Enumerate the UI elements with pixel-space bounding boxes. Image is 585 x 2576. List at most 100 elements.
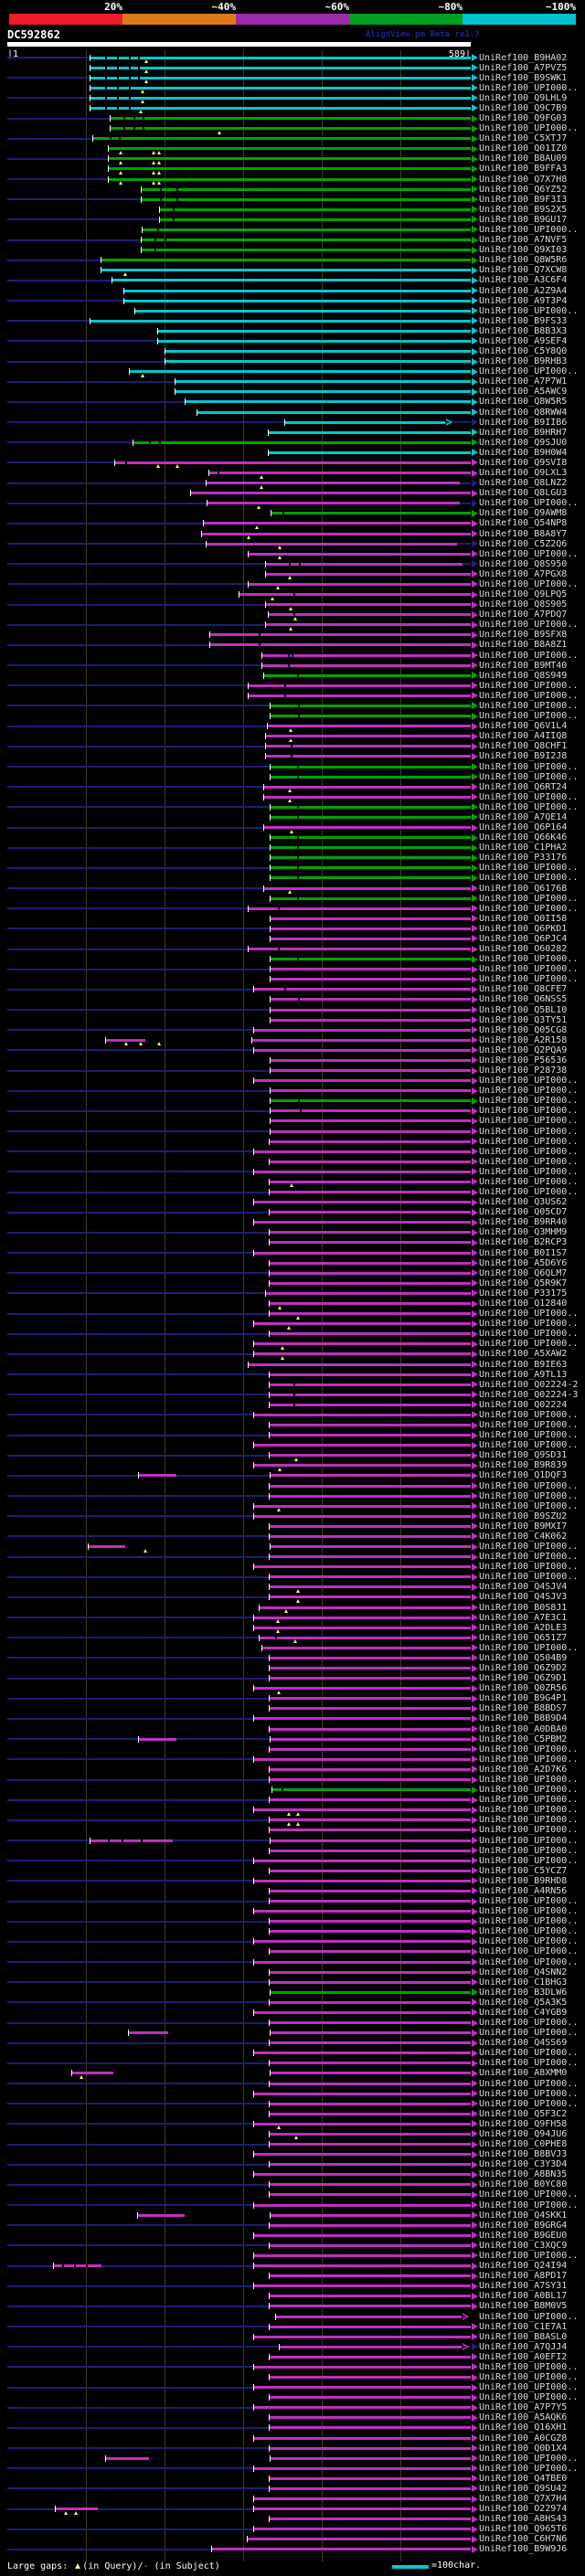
hit-bar[interactable]: [252, 2153, 471, 2157]
subject-label[interactable]: UniRef100_Q9XI03: [479, 245, 568, 256]
subject-label[interactable]: UniRef100_UPI000..: [479, 2018, 579, 2028]
hit-bar[interactable]: [268, 1281, 471, 1285]
hit-bar[interactable]: [156, 329, 471, 333]
hit-bar[interactable]: [268, 2102, 471, 2105]
hit-bar[interactable]: [200, 532, 471, 535]
subject-label[interactable]: UniRef100_B9H0W4: [479, 447, 568, 458]
hit-bar[interactable]: [252, 1879, 471, 1882]
hit-bar[interactable]: [252, 1687, 471, 1691]
subject-label[interactable]: UniRef100_A9T3P4: [479, 295, 568, 306]
hit-bar[interactable]: [269, 846, 471, 850]
subject-label[interactable]: UniRef100_A8HS43: [479, 2514, 568, 2525]
subject-label[interactable]: UniRef100_UPI000..: [479, 1845, 579, 1856]
hit-bar[interactable]: [269, 815, 471, 819]
hit-bar[interactable]: [258, 1636, 471, 1639]
subject-label[interactable]: UniRef100_B8B9D4: [479, 1713, 568, 1724]
hit-bar[interactable]: [104, 2456, 149, 2460]
hit-bar[interactable]: [269, 1099, 471, 1103]
subject-label[interactable]: UniRef100_UPI000..: [479, 1339, 579, 1350]
hit-bar[interactable]: [268, 2021, 471, 2024]
subject-label[interactable]: UniRef100_Q6V1L4: [479, 721, 568, 732]
hit-bar[interactable]: [127, 2031, 169, 2035]
hit-bar[interactable]: [141, 239, 471, 241]
subject-label[interactable]: UniRef100_Q6Z9D2: [479, 1663, 568, 1673]
subject-label[interactable]: UniRef100_UPI000..: [479, 1936, 579, 1947]
hit-bar[interactable]: [252, 2010, 471, 2014]
subject-label[interactable]: UniRef100_UPI000..: [479, 1642, 579, 1653]
subject-label[interactable]: UniRef100_Q9LHL9: [479, 92, 568, 103]
hit-bar[interactable]: [268, 1180, 471, 1183]
subject-label[interactable]: UniRef100_UPI000..: [479, 2463, 579, 2474]
hit-bar[interactable]: [264, 755, 471, 758]
hit-bar[interactable]: [268, 2518, 471, 2521]
subject-label[interactable]: UniRef100_Q6P164: [479, 822, 568, 832]
hit-bar[interactable]: [89, 1839, 173, 1842]
hit-bar[interactable]: [90, 106, 471, 110]
hit-bar[interactable]: [252, 2335, 471, 2338]
hit-bar[interactable]: [252, 1960, 471, 1964]
hit-bar[interactable]: [267, 451, 471, 454]
hit-bar[interactable]: [210, 2548, 471, 2551]
subject-label[interactable]: UniRef100_UPI000..: [479, 1409, 579, 1420]
subject-label[interactable]: UniRef100_Q9AWM8: [479, 508, 568, 519]
subject-label[interactable]: UniRef100_A0DBA0: [479, 1723, 568, 1734]
subject-label[interactable]: UniRef100_A3C6F4: [479, 275, 568, 286]
hit-bar[interactable]: [108, 177, 471, 181]
hit-bar[interactable]: [252, 2233, 471, 2237]
subject-label[interactable]: UniRef100_Q9LPQ5: [479, 589, 568, 599]
subject-label[interactable]: UniRef100_UPI000..: [479, 1430, 579, 1441]
hit-bar[interactable]: [268, 1930, 471, 1934]
subject-label[interactable]: UniRef100_Q61768: [479, 883, 568, 894]
subject-label[interactable]: UniRef100_UPI000..: [479, 1946, 579, 1957]
subject-label[interactable]: UniRef100_A7PGX8: [479, 568, 568, 579]
hit-bar[interactable]: [264, 603, 471, 607]
hit-bar[interactable]: [262, 673, 471, 677]
hit-bar[interactable]: [100, 259, 471, 262]
subject-label[interactable]: UniRef100_UPI000..: [479, 1825, 579, 1836]
hit-bar[interactable]: [268, 1697, 471, 1701]
subject-label[interactable]: UniRef100_B9FFA3: [479, 164, 568, 175]
subject-label[interactable]: UniRef100_B9R839: [479, 1460, 568, 1471]
subject-label[interactable]: UniRef100_Q3US62: [479, 1197, 568, 1208]
subject-label[interactable]: UniRef100_UPI000..: [479, 801, 579, 812]
subject-label[interactable]: UniRef100_Q01IZ0: [479, 143, 568, 154]
subject-label[interactable]: UniRef100_A7P7W1: [479, 376, 568, 387]
hit-bar[interactable]: [268, 2062, 471, 2065]
hit-bar[interactable]: [268, 1191, 471, 1193]
subject-label[interactable]: UniRef100_UPI000..: [479, 123, 579, 134]
hit-bar[interactable]: [269, 1119, 471, 1123]
subject-label[interactable]: UniRef100_A0EFI2: [479, 2351, 568, 2362]
subject-label[interactable]: UniRef100_Q6Z9D1: [479, 1673, 568, 1684]
subject-label[interactable]: UniRef100_UPI000..: [479, 2088, 579, 2099]
subject-label[interactable]: UniRef100_B3DLW6: [479, 1987, 568, 1998]
subject-label[interactable]: UniRef100_Q965T6: [479, 2524, 568, 2535]
hit-bar[interactable]: [268, 2355, 471, 2359]
subject-label[interactable]: UniRef100_UPI000..: [479, 2200, 579, 2210]
subject-label[interactable]: UniRef100_UPI000..: [479, 1542, 579, 1552]
hit-bar[interactable]: [137, 1737, 177, 1741]
subject-label[interactable]: UniRef100_B9RHD8: [479, 1875, 568, 1886]
hit-bar[interactable]: [252, 1514, 471, 1518]
subject-label[interactable]: UniRef100_B9RHB3: [479, 356, 568, 367]
subject-label[interactable]: UniRef100_UPI000..: [479, 1329, 579, 1340]
subject-label[interactable]: UniRef100_UPI000..: [479, 1440, 579, 1451]
hit-bar[interactable]: [268, 1454, 471, 1458]
hit-bar[interactable]: [209, 633, 471, 637]
hit-bar[interactable]: [269, 704, 471, 707]
hit-bar[interactable]: [252, 1565, 471, 1569]
subject-label[interactable]: UniRef100_Q6YZ52: [479, 184, 568, 195]
hit-bar[interactable]: [268, 1241, 471, 1245]
hit-bar[interactable]: [159, 207, 471, 211]
hit-bar[interactable]: [90, 56, 471, 59]
subject-label[interactable]: UniRef100_UPI000..: [479, 1187, 579, 1197]
subject-label[interactable]: UniRef100_UPI000..: [479, 1552, 579, 1563]
hit-bar[interactable]: [205, 542, 458, 546]
subject-label[interactable]: UniRef100_Q4TBE0: [479, 2473, 568, 2484]
hit-bar[interactable]: [270, 512, 471, 515]
subject-label[interactable]: UniRef100_UPI000..: [479, 1896, 579, 1906]
subject-label[interactable]: UniRef100_B8A8Y7: [479, 528, 568, 539]
subject-label[interactable]: UniRef100_Q12840: [479, 1299, 568, 1309]
subject-label[interactable]: UniRef100_A2R158: [479, 1034, 568, 1045]
hit-bar[interactable]: [252, 1504, 471, 1508]
hit-bar[interactable]: [252, 2466, 471, 2470]
